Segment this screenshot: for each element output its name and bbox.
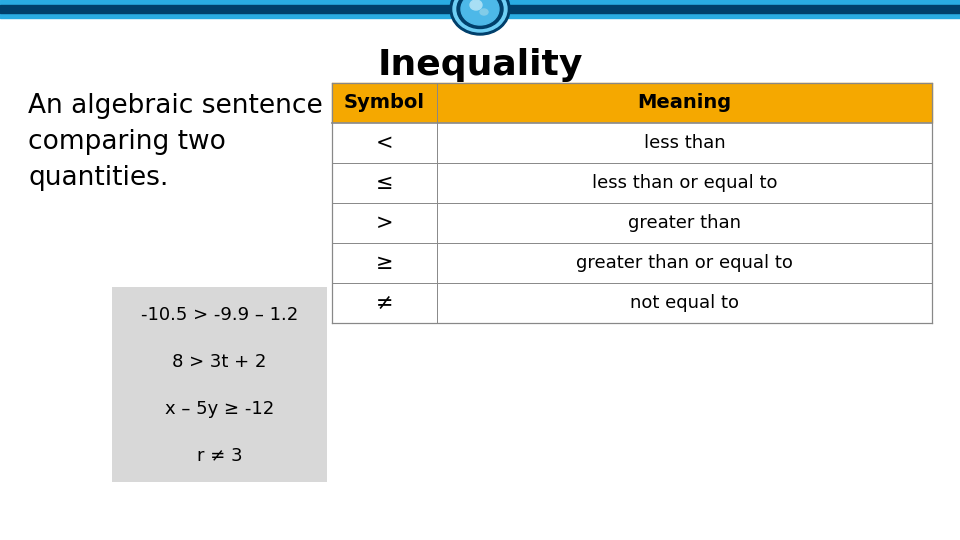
Text: greater than: greater than bbox=[628, 214, 741, 232]
Bar bbox=[332, 83, 932, 123]
Text: 8 > 3t + 2: 8 > 3t + 2 bbox=[172, 353, 267, 371]
Ellipse shape bbox=[453, 0, 507, 32]
Text: Symbol: Symbol bbox=[344, 93, 425, 112]
Ellipse shape bbox=[470, 0, 482, 10]
Bar bbox=[112, 287, 327, 482]
Bar bbox=[332, 123, 932, 163]
Text: ≤: ≤ bbox=[375, 173, 394, 193]
Text: <: < bbox=[375, 133, 394, 153]
Text: An algebraic sentence
comparing two
quantities.: An algebraic sentence comparing two quan… bbox=[28, 93, 323, 191]
Bar bbox=[332, 203, 932, 243]
Text: greater than or equal to: greater than or equal to bbox=[576, 254, 793, 272]
Text: ≠: ≠ bbox=[375, 293, 394, 313]
Ellipse shape bbox=[450, 0, 510, 35]
Text: x – 5y ≥ -12: x – 5y ≥ -12 bbox=[165, 400, 275, 418]
Bar bbox=[332, 163, 932, 203]
Bar bbox=[332, 283, 932, 323]
Text: r ≠ 3: r ≠ 3 bbox=[197, 447, 242, 465]
Text: not equal to: not equal to bbox=[630, 294, 739, 312]
Text: Meaning: Meaning bbox=[637, 93, 732, 112]
Text: -10.5 > -9.9 – 1.2: -10.5 > -9.9 – 1.2 bbox=[141, 306, 299, 324]
Ellipse shape bbox=[457, 0, 503, 29]
Ellipse shape bbox=[461, 0, 499, 25]
Bar bbox=[0, 5, 960, 13]
Ellipse shape bbox=[480, 9, 488, 15]
Bar bbox=[0, 0, 960, 18]
Text: less than: less than bbox=[644, 134, 726, 152]
Bar bbox=[332, 243, 932, 283]
Text: ≥: ≥ bbox=[375, 253, 394, 273]
Text: less than or equal to: less than or equal to bbox=[591, 174, 778, 192]
Text: >: > bbox=[375, 213, 394, 233]
Text: Inequality: Inequality bbox=[377, 48, 583, 82]
